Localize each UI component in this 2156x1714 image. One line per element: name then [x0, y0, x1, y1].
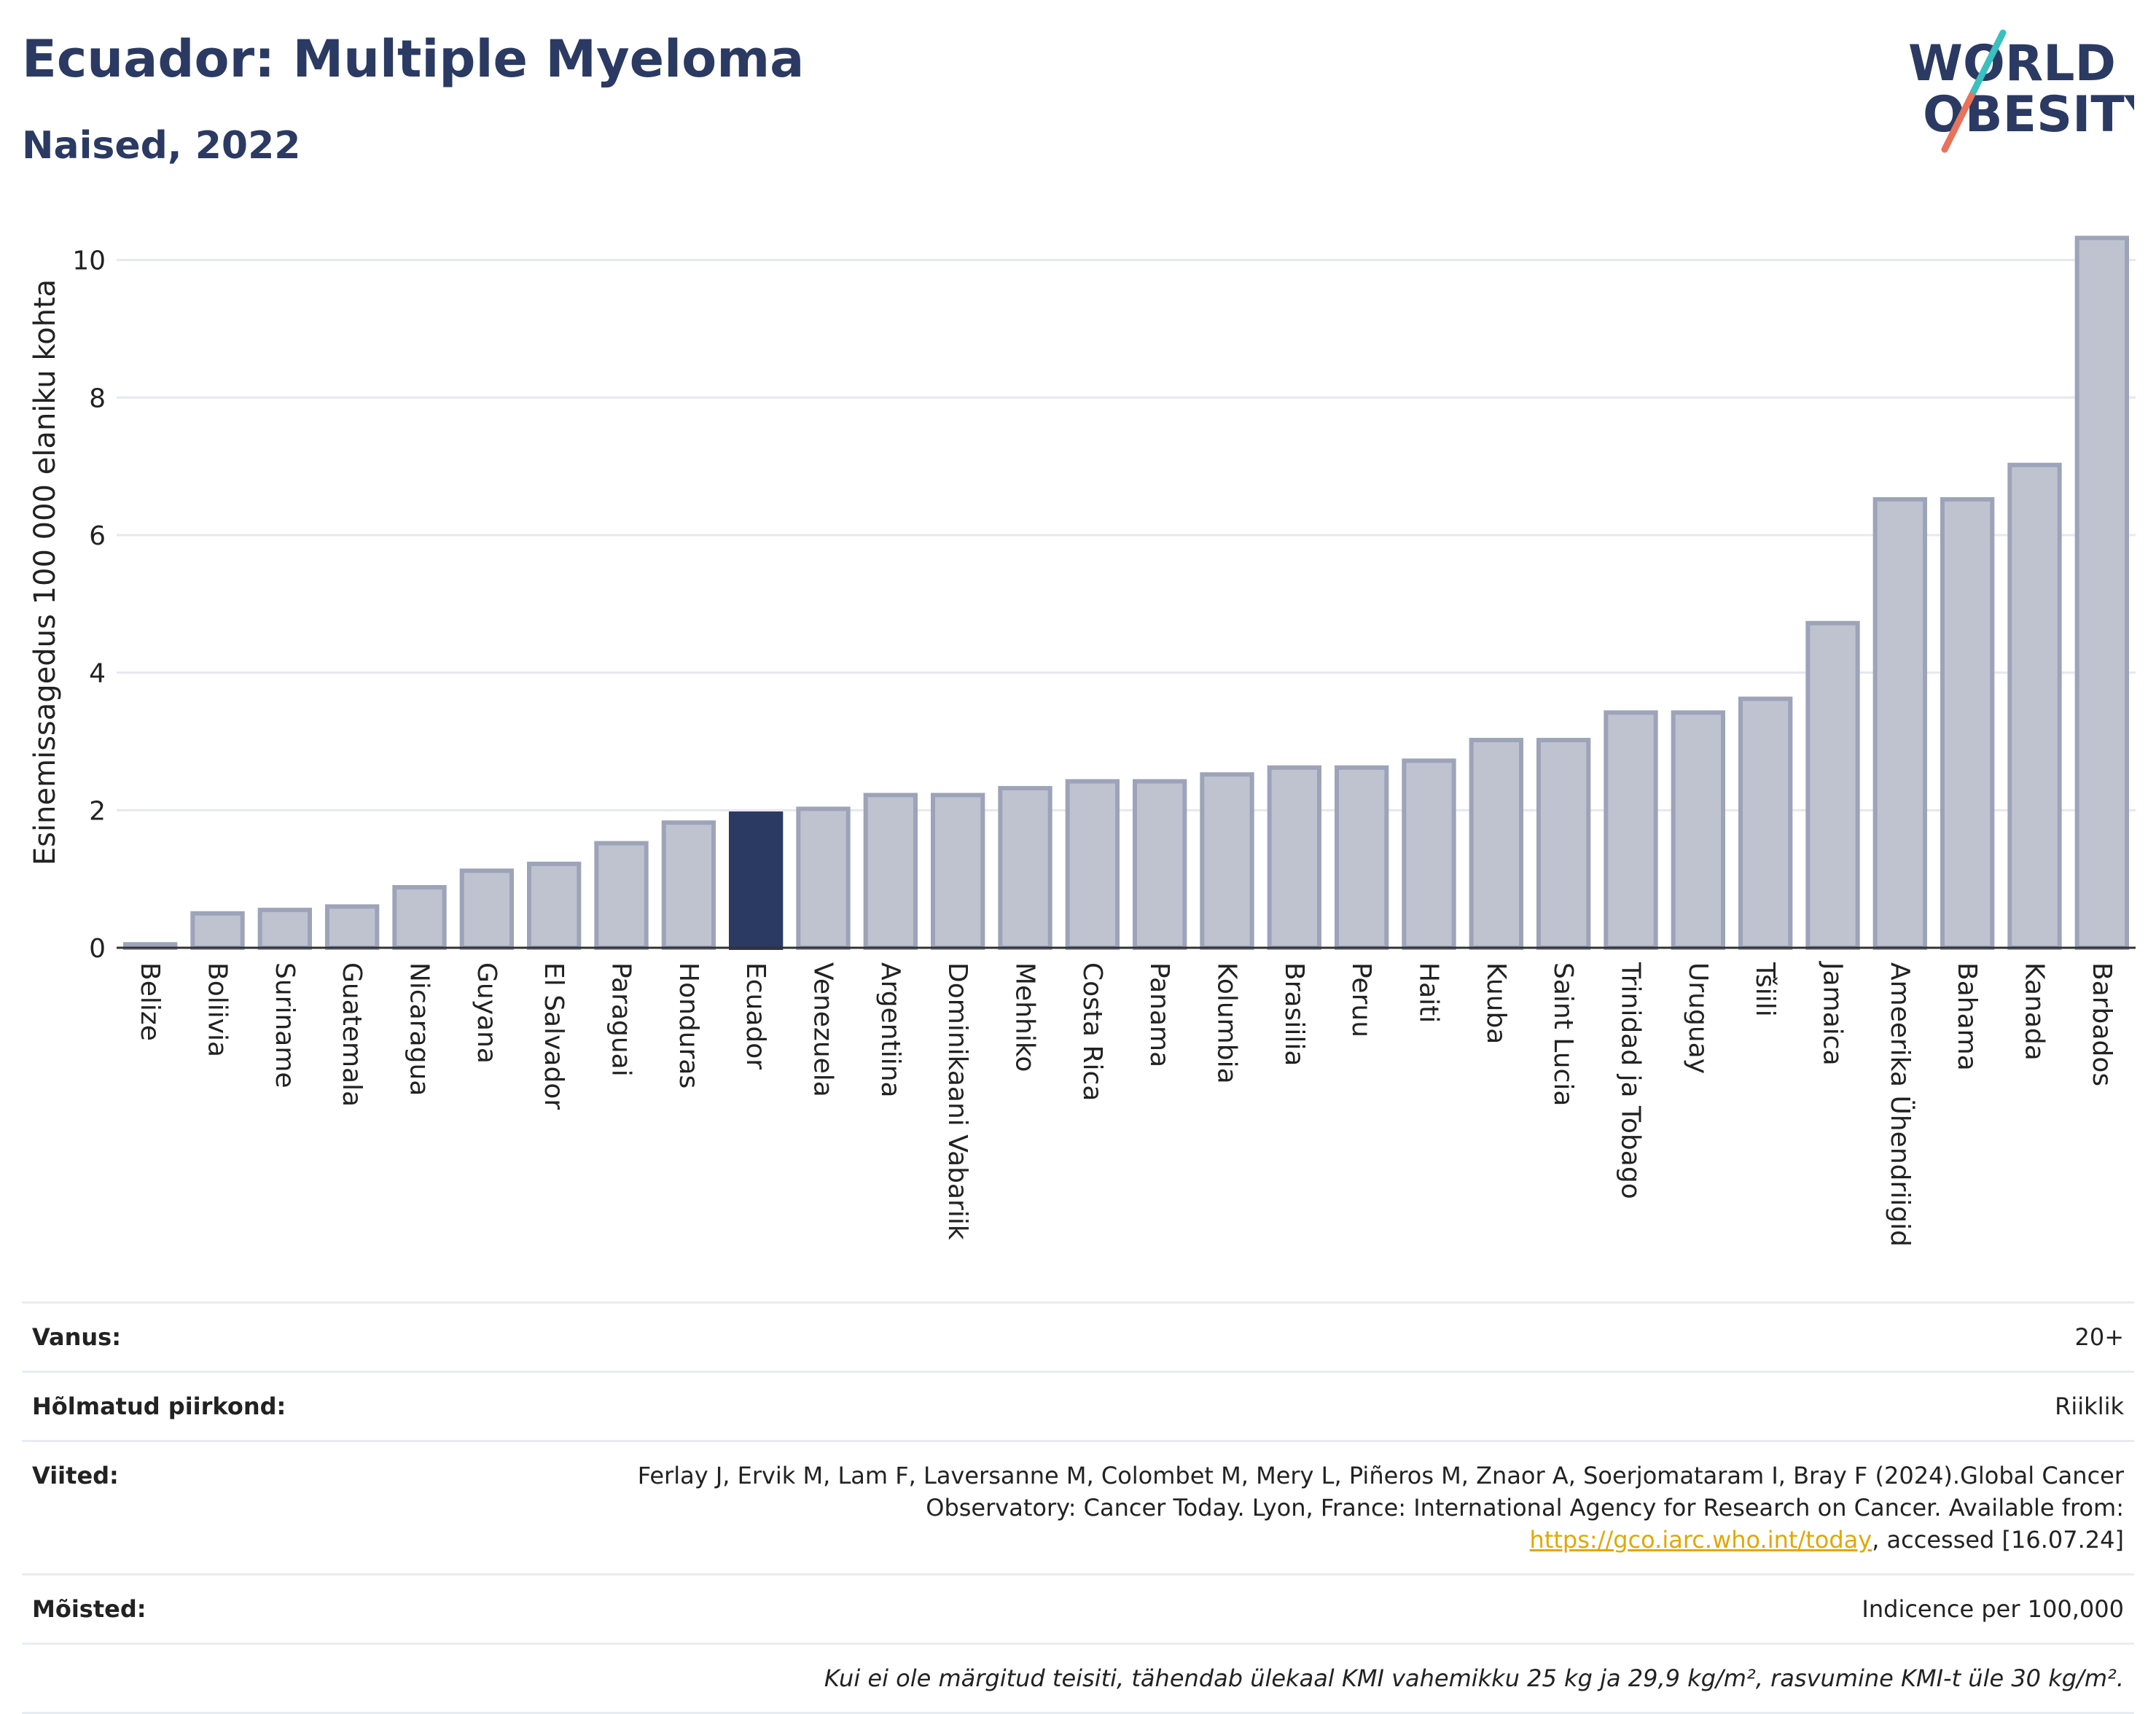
bar-panama: [1133, 779, 1187, 950]
bar-tšiili: [1738, 696, 1793, 950]
x-category-label: Brasiilia: [1279, 962, 1309, 1066]
x-category-label: Guyana: [472, 962, 501, 1064]
bar-boliivia: [190, 911, 245, 951]
x-category-label: Barbados: [2087, 962, 2117, 1086]
info-row-note: Kui ei ole märgitud teisiti, tähendab ül…: [22, 1643, 2134, 1714]
x-category-label: Boliivia: [203, 962, 233, 1057]
category-labels: Belize Boliivia Suriname Guatemala Nicaragua…: [135, 961, 2117, 1247]
bar-brasiilia: [1267, 765, 1321, 951]
y-tick-label: 8: [89, 383, 106, 413]
references-accessed: , accessed [16.07.24]: [1872, 1526, 2124, 1554]
info-table: Vanus: 20+ Hõlmatud piirkond: Riiklik Vi…: [22, 1301, 2134, 1714]
bar-peruu: [1335, 765, 1389, 951]
y-axis-label: Esinemissagedus 100 000 elaniku kohta: [28, 279, 62, 865]
references-link[interactable]: https://gco.iarc.who.int/today: [1529, 1526, 1872, 1554]
x-category-label: Ecuador: [741, 962, 770, 1070]
x-category-label: Costa Rica: [1077, 962, 1107, 1101]
x-category-label: Saint Lucia: [1548, 962, 1578, 1106]
region-value: Riiklik: [2055, 1392, 2124, 1420]
axes: 0 2 4 6 8 10: [72, 246, 2136, 964]
x-category-label: Argentiina: [875, 962, 905, 1098]
x-category-label: Bahama: [1952, 962, 1982, 1071]
x-category-label: Trinidad ja Tobago: [1616, 962, 1646, 1199]
bar-kanada: [2007, 462, 2062, 950]
bar-dominikaani-vabariik: [931, 792, 985, 950]
bar-haiti: [1402, 758, 1456, 950]
bar-ecuador: [729, 811, 784, 950]
bar-uruguay: [1671, 710, 1725, 951]
bar-nicaragua: [392, 884, 447, 951]
x-category-label: Paraguai: [606, 962, 636, 1077]
info-row-age: Vanus: 20+: [22, 1301, 2134, 1371]
bar-costa-rica: [1065, 779, 1120, 950]
x-category-label: Haiti: [1414, 962, 1444, 1023]
x-category-label: Honduras: [673, 962, 703, 1088]
x-category-label: Ameerika Ühendriigid: [1885, 962, 1915, 1247]
x-category-label: Guatemala: [337, 962, 367, 1107]
x-category-label: Kuuba: [1481, 962, 1511, 1044]
y-tick-label: 2: [89, 796, 106, 826]
definitions-key: Mõisted:: [32, 1595, 147, 1623]
references-value: Ferlay J, Ervik M, Lam F, Laversanne M, …: [593, 1460, 2124, 1556]
y-tick-label: 6: [89, 521, 106, 551]
info-row-region: Hõlmatud piirkond: Riiklik: [22, 1371, 2134, 1440]
bar-jamaica: [1805, 620, 1860, 950]
bar-honduras: [661, 820, 716, 950]
x-category-label: Belize: [135, 962, 165, 1041]
gridlines: [117, 259, 2136, 811]
x-category-label: Kanada: [2020, 962, 2050, 1061]
bar-kolumbia: [1200, 772, 1254, 951]
x-category-label: Mehhiko: [1010, 962, 1040, 1072]
x-category-label: Suriname: [270, 962, 300, 1088]
bar-venezuela: [796, 806, 851, 950]
references-key: Viited:: [32, 1462, 119, 1489]
logo-slash-red: [1941, 87, 1977, 153]
bar-chart: 0 2 4 6 8 10 Belize Boliivia Suriname Guatemala N…: [28, 235, 2136, 1247]
bar-trinidad-ja-tobago: [1604, 710, 1658, 951]
x-category-label: El Salvador: [539, 962, 569, 1110]
bars: [123, 235, 2129, 951]
x-category-label: Tšiili: [1750, 962, 1780, 1017]
logo-slash-teal: [1970, 29, 2007, 95]
region-key: Hõlmatud piirkond:: [32, 1392, 286, 1420]
info-row-definitions: Mõisted: Indicence per 100,000: [22, 1573, 2134, 1643]
world-obesity-logo: WORLD OBESITY: [1908, 29, 2134, 153]
bar-guyana: [459, 868, 514, 950]
x-category-label: Jamaica: [1818, 961, 1848, 1066]
bar-bahama: [1940, 496, 1995, 951]
x-category-label: Dominikaani Vabariik: [942, 962, 972, 1240]
bar-saint-lucia: [1536, 738, 1591, 951]
bar-mehhiko: [998, 786, 1052, 950]
y-tick-label: 0: [89, 934, 106, 964]
y-tick-label: 4: [89, 659, 106, 689]
y-tick-label: 10: [72, 246, 106, 276]
x-category-label: Peruu: [1346, 962, 1376, 1037]
x-category-label: Venezuela: [808, 962, 838, 1097]
age-value: 20+: [2074, 1323, 2124, 1351]
page-title: Ecuador: Multiple Myeloma: [22, 29, 805, 89]
x-category-label: Nicaragua: [405, 962, 434, 1096]
x-category-label: Kolumbia: [1212, 962, 1242, 1084]
footnote: Kui ei ole märgitud teisiti, tähendab ül…: [824, 1664, 2124, 1692]
logo-text-bottom: OBESITY: [1923, 86, 2134, 144]
bar-paraguai: [594, 841, 649, 950]
age-key: Vanus:: [32, 1323, 122, 1351]
references-text: Ferlay J, Ervik M, Lam F, Laversanne M, …: [637, 1462, 2124, 1522]
bar-guatemala: [325, 904, 380, 951]
bar-ameerika-ühendriigid: [1872, 496, 1927, 951]
logo-text-top: WORLD: [1908, 35, 2116, 93]
page-subtitle: Naised, 2022: [22, 124, 301, 168]
bar-kuuba: [1469, 738, 1523, 951]
bar-argentiina: [863, 792, 918, 950]
bar-suriname: [257, 908, 312, 951]
bar-barbados: [2074, 235, 2129, 950]
info-row-references: Viited: Ferlay J, Ervik M, Lam F, Lavers…: [22, 1440, 2134, 1573]
definitions-value: Indicence per 100,000: [1862, 1595, 2124, 1623]
x-category-label: Uruguay: [1683, 962, 1713, 1074]
bar-el-salvador: [527, 861, 582, 950]
x-category-label: Panama: [1144, 962, 1174, 1067]
